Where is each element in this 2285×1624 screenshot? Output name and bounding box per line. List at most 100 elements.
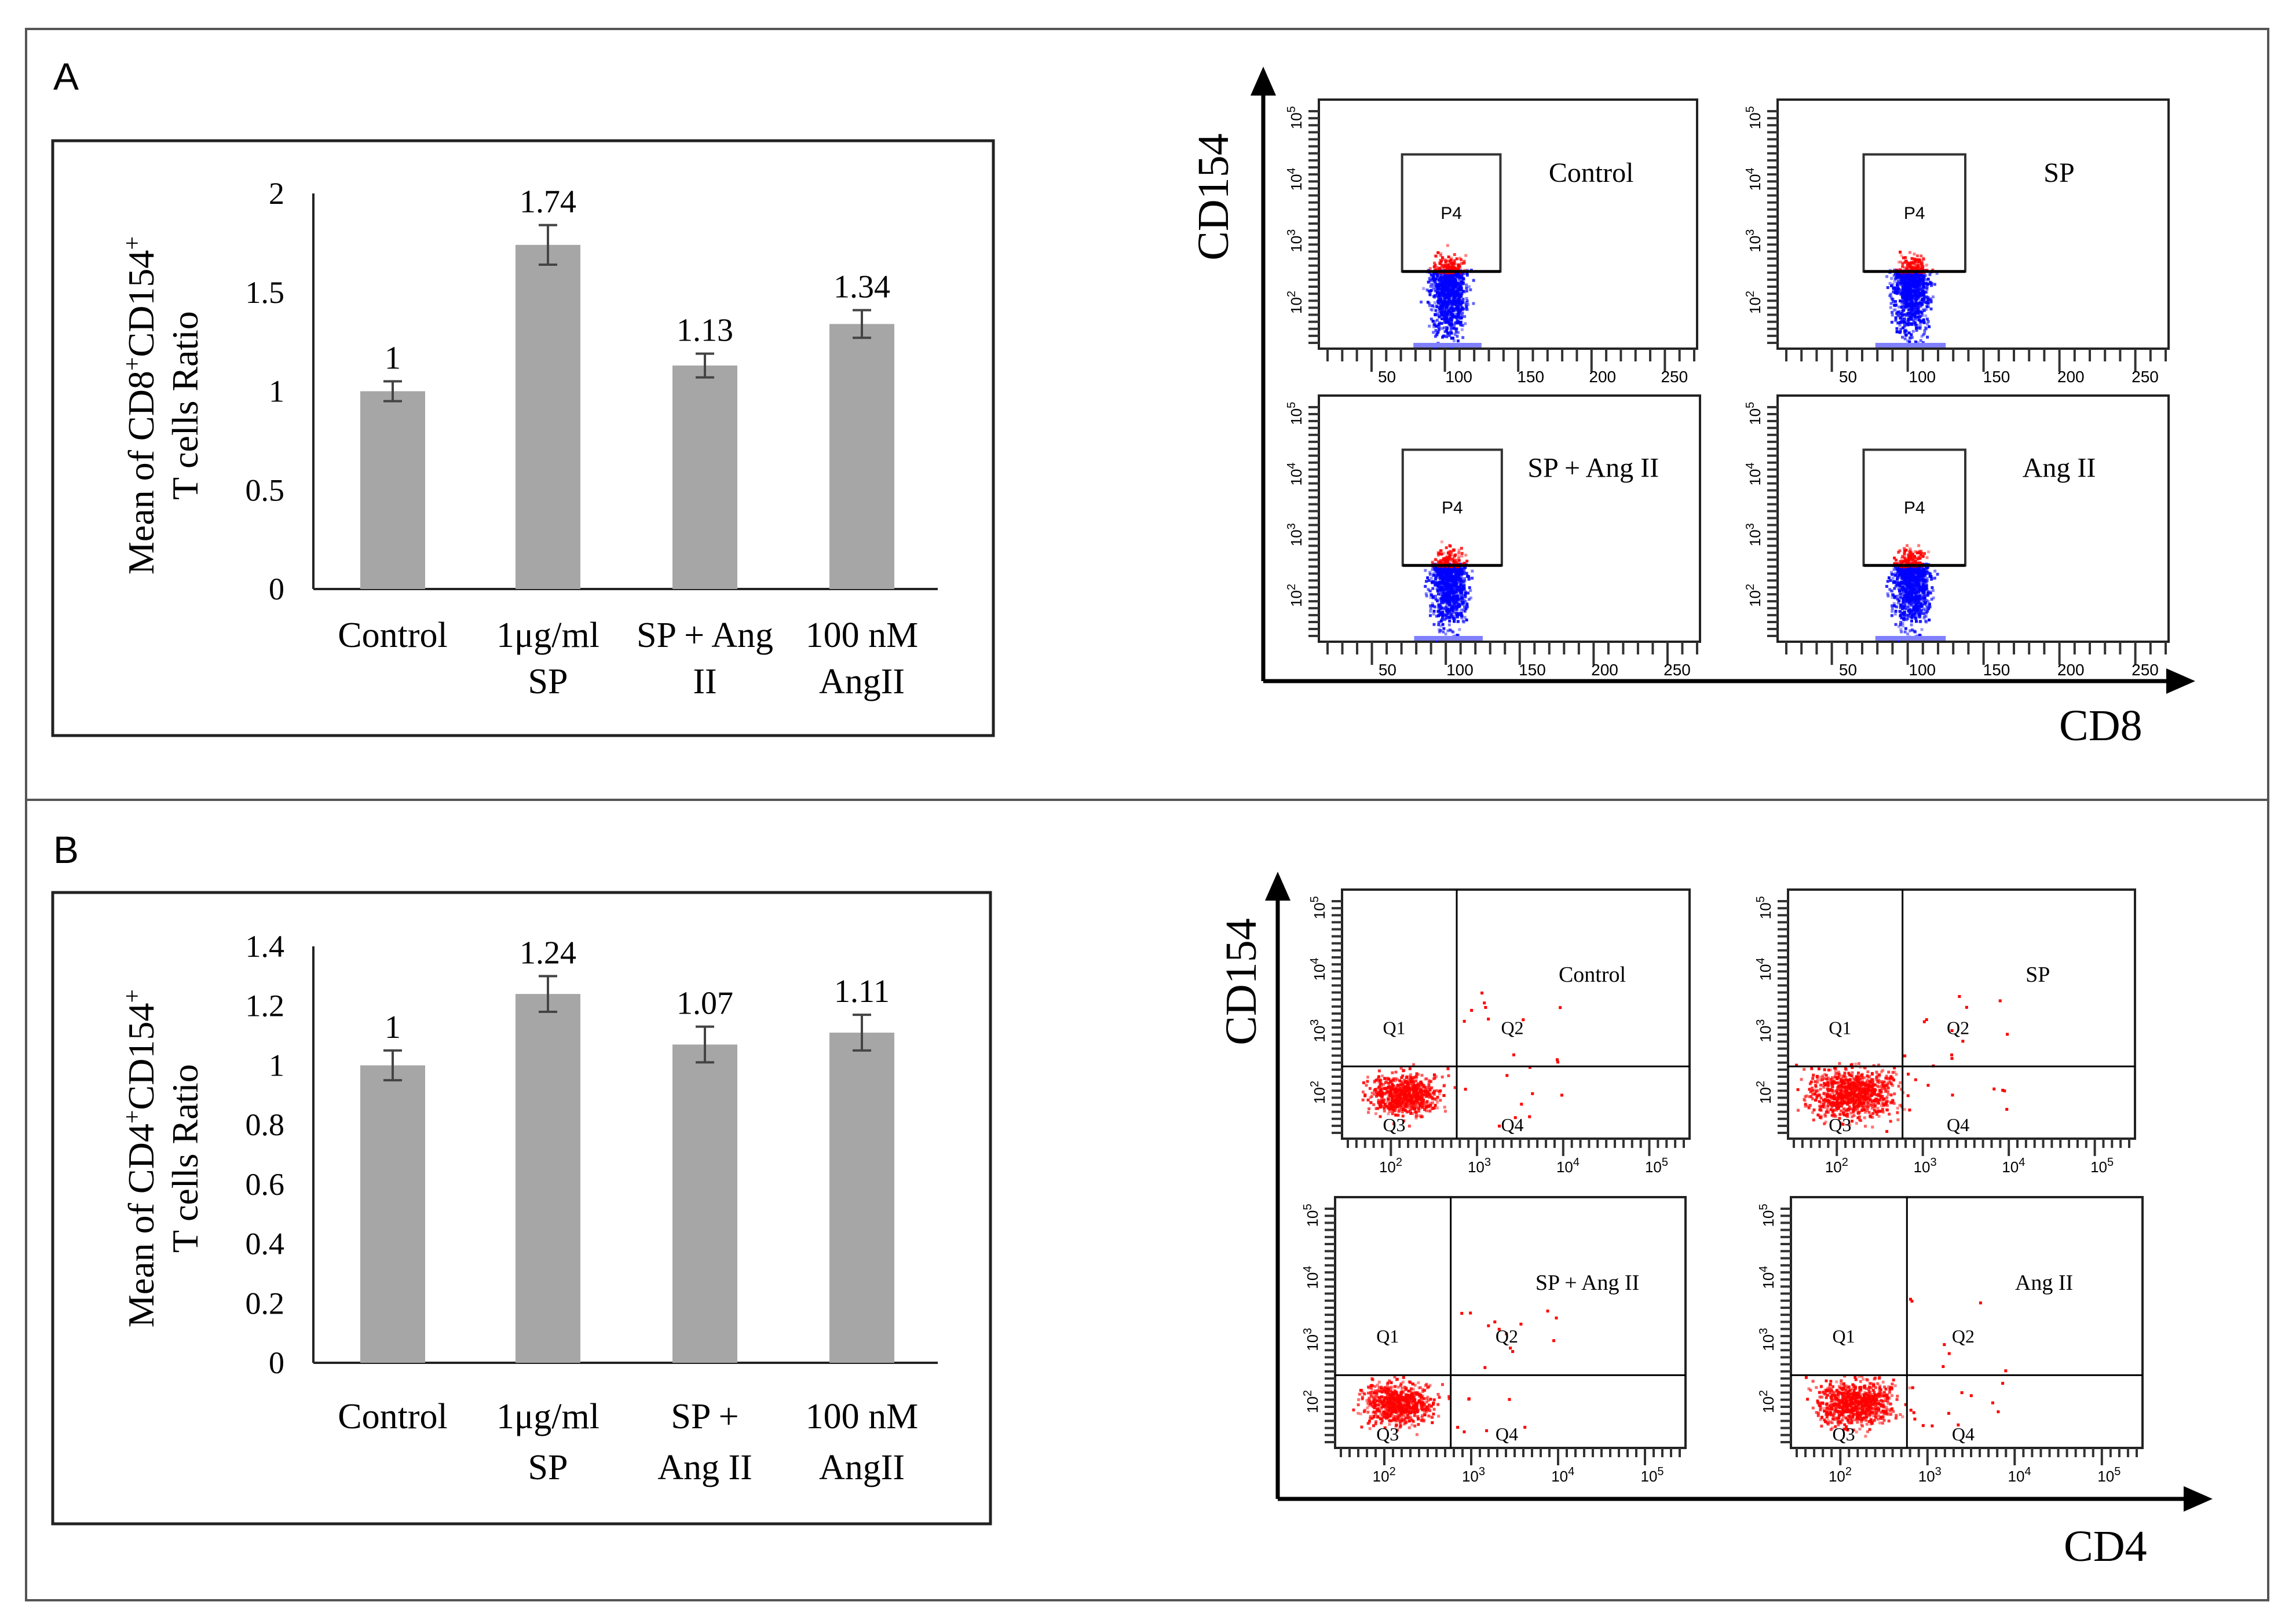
data-point bbox=[1446, 285, 1450, 288]
data-point bbox=[1445, 317, 1448, 320]
data-point bbox=[1909, 593, 1913, 597]
data-point bbox=[1925, 572, 1928, 576]
data-point bbox=[1431, 319, 1435, 323]
data-point bbox=[1428, 324, 1431, 328]
data-point bbox=[1456, 319, 1460, 323]
data-point bbox=[1453, 590, 1456, 594]
data-point bbox=[1431, 561, 1434, 564]
data-point bbox=[1446, 331, 1450, 335]
data-point bbox=[1905, 560, 1909, 564]
data-point bbox=[1452, 298, 1455, 302]
data-point bbox=[1445, 308, 1448, 311]
data-point bbox=[1441, 308, 1444, 311]
data-point bbox=[1920, 299, 1923, 302]
data-point bbox=[1464, 594, 1467, 597]
data-point bbox=[1389, 1105, 1392, 1109]
data-point bbox=[1909, 629, 1912, 632]
data-point bbox=[1921, 303, 1924, 306]
data-point bbox=[1914, 294, 1918, 298]
data-point bbox=[1457, 557, 1461, 560]
data-point bbox=[1933, 283, 1936, 286]
data-point bbox=[1918, 576, 1922, 579]
data-point bbox=[1907, 594, 1911, 597]
data-point bbox=[1437, 287, 1441, 291]
data-point bbox=[1447, 279, 1451, 283]
y-tick-label: 0.5 bbox=[246, 473, 285, 507]
data-point bbox=[1432, 573, 1436, 577]
flow-plot-frame bbox=[1776, 394, 2170, 643]
data-point bbox=[1441, 606, 1444, 610]
data-point bbox=[1448, 619, 1452, 623]
data-point bbox=[1920, 286, 1924, 290]
data-point bbox=[1919, 273, 1922, 277]
data-point bbox=[1903, 610, 1906, 614]
data-point bbox=[1903, 592, 1907, 595]
data-point bbox=[1920, 282, 1924, 286]
data-point bbox=[1893, 595, 1896, 599]
data-point bbox=[1445, 591, 1449, 595]
data-point bbox=[1908, 581, 1911, 585]
data-point bbox=[1436, 584, 1439, 587]
data-point bbox=[1928, 602, 1931, 606]
data-point bbox=[1430, 594, 1434, 597]
data-point bbox=[1453, 302, 1457, 306]
data-point bbox=[1434, 566, 1438, 569]
data-point bbox=[1908, 282, 1911, 286]
data-point bbox=[1449, 579, 1452, 582]
data-point bbox=[1910, 609, 1913, 613]
data-point bbox=[1907, 602, 1911, 605]
data-point bbox=[1925, 599, 1929, 602]
data-point bbox=[1920, 586, 1924, 590]
data-point bbox=[1460, 287, 1463, 290]
data-point bbox=[1438, 321, 1441, 325]
data-point bbox=[1896, 568, 1899, 571]
y-tick-label: 0 bbox=[269, 572, 284, 606]
data-point bbox=[1900, 320, 1904, 323]
data-point bbox=[1442, 566, 1445, 570]
data-point bbox=[1437, 552, 1441, 555]
data-point bbox=[1930, 577, 1933, 581]
data-point bbox=[1453, 555, 1456, 558]
data-point bbox=[1907, 289, 1911, 292]
data-point bbox=[1908, 571, 1911, 575]
data-point bbox=[1437, 603, 1441, 607]
data-point bbox=[1917, 544, 1921, 547]
data-point bbox=[1907, 614, 1910, 617]
data-point bbox=[1916, 634, 1920, 638]
data-point bbox=[1409, 1109, 1412, 1112]
data-point bbox=[1922, 290, 1925, 293]
data-point bbox=[1465, 602, 1469, 606]
data-point bbox=[1926, 590, 1930, 593]
data-point bbox=[1457, 551, 1460, 555]
x-tick-label: 100 bbox=[1909, 661, 1936, 679]
data-point bbox=[1916, 577, 1920, 581]
data-point bbox=[1911, 287, 1915, 291]
data-point bbox=[1916, 308, 1920, 311]
data-point bbox=[1913, 606, 1917, 610]
data-point bbox=[1439, 592, 1442, 596]
data-point bbox=[1898, 290, 1901, 294]
data-point bbox=[1441, 559, 1445, 563]
data-point bbox=[1917, 297, 1921, 301]
data-point bbox=[1899, 621, 1903, 624]
data-point bbox=[1376, 1107, 1380, 1110]
data-point bbox=[1916, 295, 1920, 299]
data-point bbox=[1398, 1079, 1402, 1082]
data-point bbox=[1920, 266, 1923, 270]
data-point bbox=[1916, 601, 1920, 605]
data-point bbox=[1434, 1103, 1437, 1107]
data-point bbox=[1425, 580, 1428, 583]
data-point bbox=[1921, 309, 1925, 312]
bar bbox=[360, 391, 425, 589]
data-point bbox=[1888, 281, 1892, 285]
data-point bbox=[1449, 313, 1453, 317]
plot-title: SP + Ang II bbox=[1527, 452, 1659, 483]
x-tick-label: II bbox=[693, 662, 716, 701]
data-point bbox=[1450, 257, 1453, 260]
data-point bbox=[1454, 608, 1457, 611]
data-point bbox=[1453, 620, 1456, 623]
data-point bbox=[1428, 589, 1431, 592]
data-point bbox=[1914, 317, 1917, 320]
data-point bbox=[1397, 1109, 1401, 1113]
flow-plot-frame bbox=[1776, 98, 2170, 350]
